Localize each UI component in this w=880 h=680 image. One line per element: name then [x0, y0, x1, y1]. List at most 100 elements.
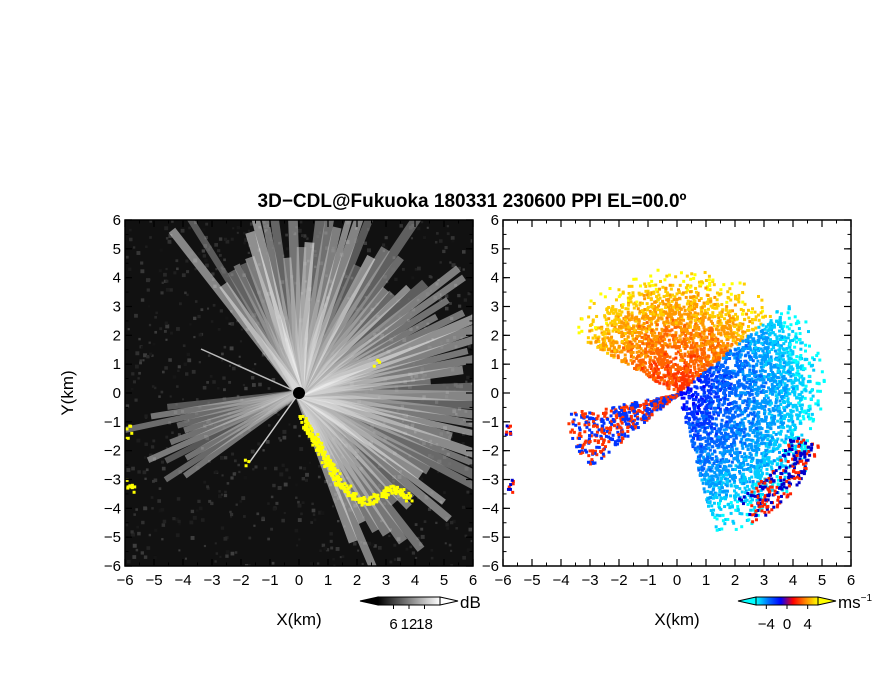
velocity-pixel — [622, 346, 626, 350]
noise-pixel — [258, 382, 262, 387]
velocity-pixel — [661, 339, 665, 343]
velocity-pixel — [707, 326, 711, 330]
velocity-pixel — [651, 377, 655, 381]
velocity-pixel — [635, 346, 639, 350]
velocity-pixel — [710, 382, 714, 386]
flagged-pixel — [353, 494, 357, 498]
velocity-pixel — [719, 422, 723, 426]
flagged-pixel — [384, 489, 388, 493]
velocity-pixel — [607, 329, 611, 333]
velocity-pixel — [736, 333, 740, 337]
velocity-pixel — [689, 344, 693, 348]
velocity-pixel — [614, 298, 618, 302]
velocity-pixel — [735, 422, 739, 426]
velocity-pixel — [592, 301, 596, 305]
velocity-pixel — [683, 312, 687, 316]
velocity-pixel — [655, 338, 659, 342]
velocity-pixel — [723, 332, 727, 336]
velocity-pixel — [666, 369, 670, 373]
velocity-pixel — [617, 312, 621, 316]
noise-pixel — [285, 247, 289, 251]
velocity-pixel — [643, 311, 647, 315]
velocity-pixel — [712, 370, 716, 374]
velocity-pixel — [649, 355, 653, 359]
flagged-pixel — [385, 495, 389, 499]
velocity-pixel — [725, 338, 729, 342]
velocity-pixel — [597, 335, 601, 339]
velocity-pixel — [776, 386, 780, 390]
velocity-pixel — [682, 407, 686, 411]
velocity-pixel — [765, 467, 769, 471]
velocity-pixel — [725, 321, 729, 325]
velocity-pixel — [735, 361, 739, 365]
velocity-pixel — [681, 291, 685, 295]
noise-pixel — [254, 363, 257, 366]
flagged-pixel — [343, 487, 347, 491]
velocity-pixel — [775, 463, 779, 467]
velocity-pixel — [728, 426, 732, 430]
velocity-pixel — [719, 351, 723, 355]
velocity-pixel — [701, 342, 705, 346]
velocity-pixel — [731, 407, 735, 411]
velocity-pixel — [625, 345, 629, 349]
velocity-pixel — [647, 371, 651, 375]
velocity-pixel — [619, 313, 623, 317]
velocity-pixel — [724, 335, 728, 339]
noise-pixel — [467, 292, 471, 296]
velocity-pixel — [750, 448, 754, 452]
velocity-pixel — [700, 306, 704, 310]
velocity-pixel — [718, 407, 722, 411]
velocity-pixel — [616, 356, 620, 360]
velocity-pixel — [640, 335, 644, 339]
velocity-pixel — [717, 443, 721, 447]
noise-pixel — [414, 523, 418, 526]
velocity-pixel — [694, 410, 698, 414]
flagged-pixel — [407, 491, 411, 495]
velocity-pixel — [691, 421, 695, 425]
velocity-pixel — [797, 327, 801, 331]
velocity-pixel — [779, 321, 783, 325]
velocity-pixel — [647, 317, 651, 321]
velocity-pixel — [637, 339, 641, 343]
noise-pixel — [275, 501, 279, 505]
noise-pixel — [304, 478, 309, 482]
velocity-pixel — [686, 354, 690, 358]
velocity-pixel — [734, 375, 738, 379]
y-tick-label: 4 — [113, 270, 121, 287]
noise-pixel — [225, 239, 230, 244]
velocity-pixel — [811, 394, 815, 398]
velocity-pixel — [786, 391, 790, 395]
flagged-pixel — [323, 465, 327, 469]
velocity-pixel — [650, 279, 654, 283]
velocity-pixel — [646, 289, 650, 293]
noise-pixel — [463, 454, 466, 457]
velocity-pixel — [711, 512, 715, 516]
flagged-pixel — [337, 482, 341, 486]
flagged-pixel — [326, 456, 330, 460]
velocity-pixel — [796, 319, 800, 323]
noise-pixel — [430, 548, 434, 552]
noise-pixel — [471, 519, 473, 524]
y-tick-label: −6 — [104, 558, 121, 575]
velocity-pixel — [718, 514, 722, 518]
velocity-pixel — [614, 340, 618, 344]
velocity-pixel — [721, 513, 725, 517]
noise-pixel — [353, 542, 357, 546]
velocity-pixel — [627, 325, 631, 329]
noise-pixel — [153, 478, 158, 483]
velocity-pixel — [653, 300, 657, 304]
velocity-pixel — [634, 277, 638, 281]
velocity-pixel — [702, 346, 706, 350]
velocity-pixel — [695, 450, 699, 454]
velocity-pixel — [663, 278, 667, 282]
velocity-pixel — [629, 296, 633, 300]
noise-pixel — [197, 499, 201, 503]
noise-pixel — [283, 482, 288, 487]
velocity-pixel — [702, 364, 706, 368]
velocity-pixel — [708, 283, 712, 287]
velocity-pixel — [744, 499, 748, 503]
flagged-pixel — [365, 502, 369, 506]
flagged-pixel — [376, 497, 380, 501]
velocity-pixel — [728, 449, 732, 453]
velocity-pixel — [586, 336, 590, 340]
